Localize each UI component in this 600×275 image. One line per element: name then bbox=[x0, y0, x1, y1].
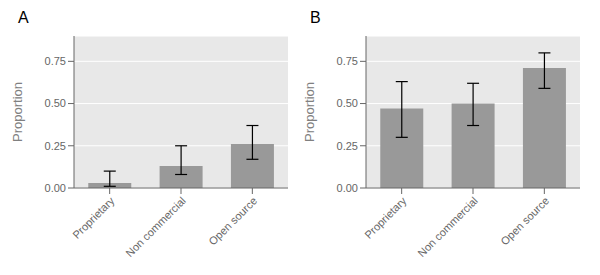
svg-text:Proprietary: Proprietary bbox=[70, 194, 117, 241]
svg-text:Proprietary: Proprietary bbox=[362, 194, 409, 241]
svg-text:0.00: 0.00 bbox=[45, 182, 66, 194]
svg-text:Proportion: Proportion bbox=[10, 82, 25, 142]
svg-text:0.50: 0.50 bbox=[45, 97, 66, 109]
svg-text:Open source: Open source bbox=[498, 194, 551, 247]
svg-text:Non commercial: Non commercial bbox=[123, 194, 188, 259]
svg-text:Non commercial: Non commercial bbox=[415, 194, 480, 259]
html-text:A: A bbox=[18, 9, 29, 26]
svg-text:0.75: 0.75 bbox=[45, 55, 66, 67]
svg-text:Open source: Open source bbox=[206, 194, 259, 247]
svg-text:0.00: 0.00 bbox=[337, 182, 358, 194]
svg-text:Proportion: Proportion bbox=[302, 82, 317, 142]
svg-text:0.25: 0.25 bbox=[45, 140, 66, 152]
svg-text:0.25: 0.25 bbox=[337, 140, 358, 152]
svg-text:0.75: 0.75 bbox=[337, 55, 358, 67]
svg-text:0.50: 0.50 bbox=[337, 97, 358, 109]
html-text:B: B bbox=[310, 9, 321, 26]
